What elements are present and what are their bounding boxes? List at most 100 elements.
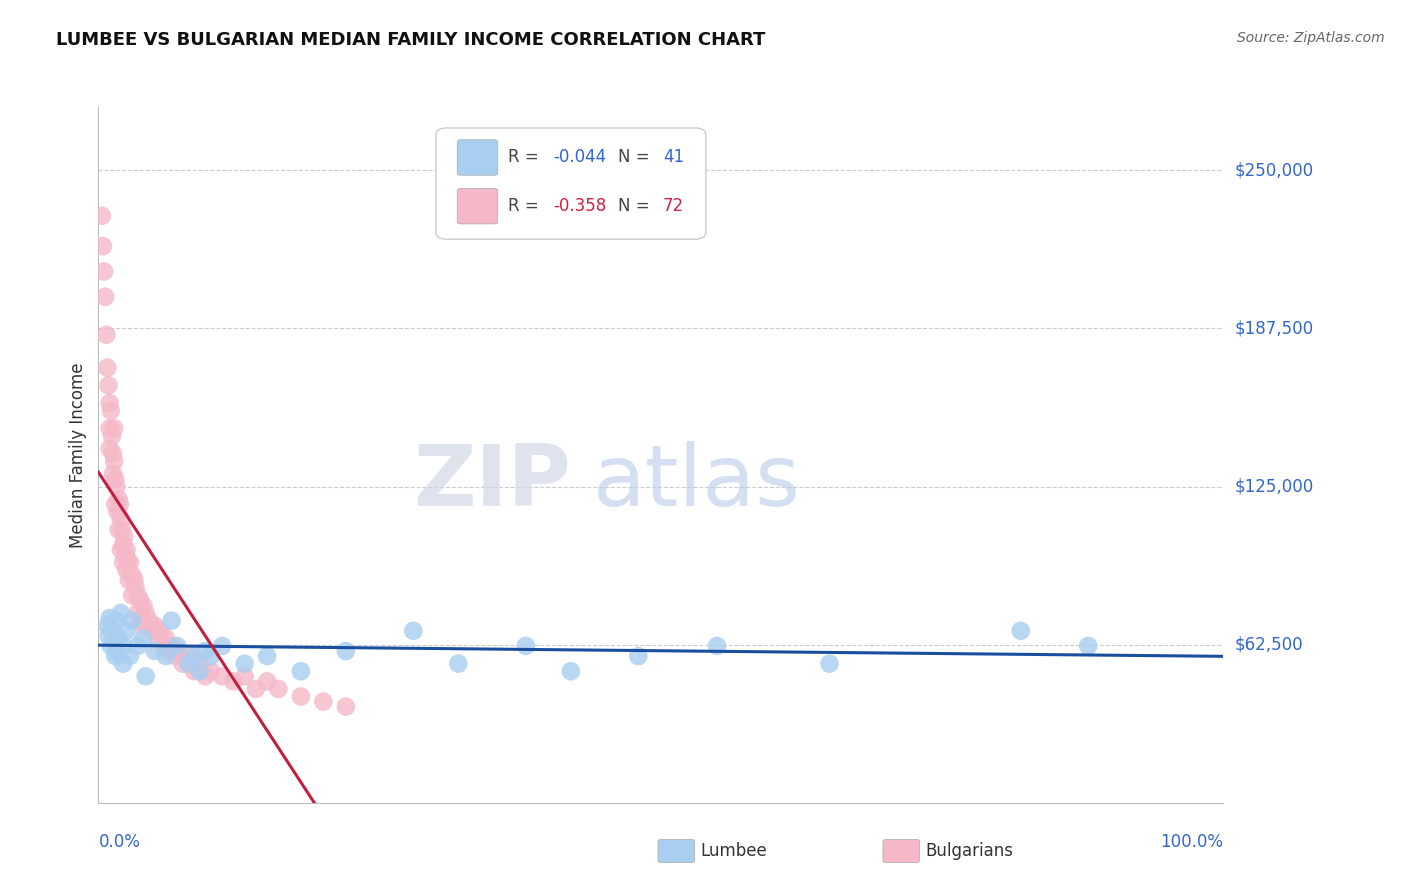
Point	[211, 639, 233, 653]
Point	[149, 624, 172, 638]
Point	[138, 614, 160, 628]
FancyBboxPatch shape	[436, 128, 706, 239]
Point	[105, 644, 128, 658]
Text: Bulgarians: Bulgarians	[925, 842, 1014, 860]
Y-axis label: Median Family Income: Median Family Income	[69, 362, 87, 548]
Point	[141, 624, 163, 638]
Text: -0.044: -0.044	[553, 148, 606, 167]
Point	[256, 648, 278, 663]
Point	[124, 573, 146, 587]
Point	[97, 629, 120, 643]
Text: ZIP: ZIP	[413, 442, 571, 524]
Point	[706, 639, 728, 653]
Point	[627, 648, 650, 663]
Point	[98, 396, 121, 410]
Point	[112, 556, 135, 570]
Point	[290, 690, 312, 704]
Point	[233, 657, 256, 671]
Text: N =: N =	[619, 148, 655, 167]
Point	[98, 421, 121, 435]
Point	[515, 639, 537, 653]
Point	[146, 632, 169, 646]
Point	[107, 492, 129, 507]
Point	[110, 606, 132, 620]
Point	[104, 648, 127, 663]
Point	[101, 447, 124, 461]
Point	[107, 505, 129, 519]
Text: R =: R =	[508, 197, 544, 215]
Point	[129, 614, 152, 628]
Point	[115, 563, 138, 577]
Text: 0.0%: 0.0%	[98, 833, 141, 851]
Point	[194, 644, 217, 658]
Point	[267, 681, 290, 696]
Point	[111, 523, 134, 537]
Point	[112, 530, 135, 544]
Point	[335, 699, 357, 714]
Point	[105, 479, 128, 493]
Point	[118, 573, 141, 587]
Point	[100, 403, 122, 417]
Point	[132, 599, 155, 613]
Point	[183, 648, 205, 663]
Text: N =: N =	[619, 197, 655, 215]
Point	[96, 618, 118, 632]
Text: 72: 72	[664, 197, 685, 215]
Point	[200, 665, 222, 679]
Point	[188, 657, 211, 671]
Point	[121, 614, 143, 628]
Point	[114, 548, 136, 562]
Point	[163, 648, 186, 663]
Point	[157, 644, 180, 658]
Text: LUMBEE VS BULGARIAN MEDIAN FAMILY INCOME CORRELATION CHART: LUMBEE VS BULGARIAN MEDIAN FAMILY INCOME…	[56, 31, 766, 49]
Point	[560, 665, 582, 679]
Point	[110, 542, 132, 557]
Text: -0.358: -0.358	[553, 197, 606, 215]
Point	[112, 639, 135, 653]
Point	[127, 639, 149, 653]
Point	[100, 639, 122, 653]
Point	[143, 644, 166, 658]
Point	[101, 429, 124, 443]
Point	[117, 553, 139, 567]
Point	[222, 674, 245, 689]
Text: Source: ZipAtlas.com: Source: ZipAtlas.com	[1237, 31, 1385, 45]
Point	[194, 669, 217, 683]
Point	[143, 618, 166, 632]
Point	[129, 593, 152, 607]
Point	[103, 421, 125, 435]
Point	[127, 606, 149, 620]
Point	[245, 681, 267, 696]
Point	[115, 624, 138, 638]
Point	[402, 624, 425, 638]
Point	[104, 472, 127, 486]
Point	[1010, 624, 1032, 638]
Point	[110, 512, 132, 526]
Point	[97, 378, 120, 392]
Text: Lumbee: Lumbee	[700, 842, 766, 860]
Point	[121, 588, 143, 602]
Text: $125,000: $125,000	[1234, 477, 1313, 496]
Point	[112, 538, 135, 552]
Point	[93, 264, 115, 278]
Point	[152, 639, 174, 653]
Text: $187,500: $187,500	[1234, 319, 1313, 337]
Point	[135, 606, 157, 620]
Point	[211, 669, 233, 683]
Point	[200, 648, 222, 663]
Point	[155, 648, 177, 663]
Point	[132, 632, 155, 646]
Point	[96, 360, 118, 375]
Point	[256, 674, 278, 689]
Point	[447, 657, 470, 671]
Point	[188, 665, 211, 679]
Point	[160, 639, 183, 653]
Point	[96, 327, 118, 342]
Point	[90, 209, 112, 223]
Point	[112, 657, 135, 671]
Text: $250,000: $250,000	[1234, 161, 1313, 179]
Point	[101, 467, 124, 481]
Point	[183, 665, 205, 679]
Point	[124, 581, 146, 595]
Point	[104, 614, 127, 628]
